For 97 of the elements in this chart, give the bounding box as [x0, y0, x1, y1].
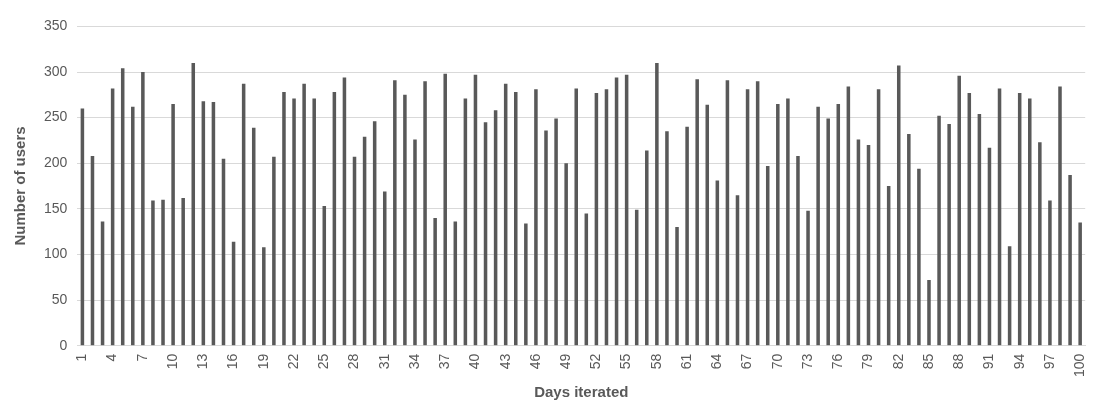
bar [776, 103, 780, 346]
bar [655, 62, 659, 346]
bar [927, 279, 931, 346]
bar [947, 124, 951, 346]
y-axis-title: Number of users [11, 126, 29, 246]
x-axis-title: Days iterated [534, 383, 629, 401]
bar [564, 163, 568, 346]
x-tick-label: 28 [345, 353, 362, 370]
bar [1078, 222, 1082, 346]
x-tick-label: 46 [526, 353, 543, 370]
bar [141, 72, 145, 346]
bar [282, 92, 286, 346]
bar [695, 79, 699, 346]
x-tick-label: 40 [466, 353, 483, 370]
bar [272, 156, 276, 346]
bar [544, 130, 548, 346]
y-tick-label: 150 [44, 199, 68, 216]
bar [1058, 86, 1062, 346]
bar [161, 199, 165, 346]
x-tick-label: 31 [375, 353, 392, 370]
x-tick-label: 22 [284, 353, 301, 370]
bar [534, 89, 538, 346]
x-tick-label: 43 [496, 353, 513, 370]
x-tick-label: 67 [738, 353, 755, 370]
y-tick-label: 350 [44, 17, 68, 34]
bar [181, 197, 185, 346]
bar [796, 155, 800, 346]
x-tick-label: 94 [1010, 353, 1027, 370]
x-tick-label: 49 [557, 353, 574, 370]
x-tick-label: 1 [73, 353, 90, 362]
bar [393, 80, 397, 346]
bar [896, 65, 901, 346]
bar [554, 118, 558, 346]
bar [443, 73, 447, 346]
x-tick-label: 91 [980, 353, 997, 370]
bar [423, 81, 427, 346]
bar [665, 131, 669, 346]
bar [1038, 142, 1042, 346]
x-tick-label: 70 [768, 353, 785, 370]
bar [957, 75, 961, 346]
bar [917, 168, 921, 346]
y-tick-label: 250 [44, 108, 68, 125]
x-tick-label: 64 [708, 353, 725, 370]
bar [685, 126, 689, 346]
bar [1068, 175, 1072, 346]
bar [382, 191, 387, 346]
bar [131, 106, 135, 346]
bar [413, 139, 417, 346]
bar [786, 98, 790, 346]
x-tick-label: 61 [677, 353, 694, 370]
bar [191, 62, 196, 346]
x-tick-label: 10 [163, 353, 180, 370]
x-tick-label: 88 [950, 353, 967, 370]
y-tick-label: 100 [44, 245, 68, 262]
bar [1028, 98, 1032, 346]
bar [826, 118, 830, 346]
x-tick-label: 97 [1040, 353, 1057, 370]
bar [675, 227, 679, 346]
bar [433, 217, 437, 346]
x-tick-label: 37 [436, 353, 453, 370]
x-tick-label: 34 [405, 353, 422, 370]
x-tick-label: 76 [829, 353, 846, 370]
bar [645, 150, 649, 346]
bar [806, 210, 810, 346]
bar [151, 200, 155, 346]
bar [1048, 200, 1052, 346]
x-tick-label: 52 [587, 353, 604, 370]
y-tick-label: 0 [59, 336, 68, 353]
x-tick-label: 55 [617, 353, 634, 370]
bar [312, 98, 316, 346]
y-tick-label: 50 [51, 290, 68, 307]
bar [574, 88, 578, 346]
bar [302, 83, 306, 346]
x-tick-label: 82 [889, 353, 906, 370]
x-tick-label: 79 [859, 353, 876, 370]
bar [907, 134, 911, 346]
bar [262, 247, 266, 346]
y-tick-label: 200 [44, 154, 68, 171]
bar [292, 98, 296, 346]
bar [816, 106, 820, 346]
x-tick-label: 58 [647, 353, 664, 370]
x-tick-label: 4 [103, 353, 120, 362]
x-tick-label: 13 [194, 353, 211, 370]
bar [171, 103, 175, 346]
x-tick-label: 7 [133, 353, 150, 362]
x-tick-label: 73 [798, 353, 815, 370]
bar [705, 104, 710, 346]
bar [403, 94, 407, 346]
x-tick-label: 25 [315, 353, 332, 370]
bar [514, 92, 518, 346]
bar [937, 115, 941, 346]
x-tick-label: 19 [254, 353, 271, 370]
x-tick-label: 85 [919, 353, 936, 370]
x-tick-label: 16 [224, 353, 241, 370]
y-tick-label: 300 [44, 62, 68, 79]
x-tick-label: 100 [1071, 353, 1088, 377]
bar [524, 223, 528, 346]
